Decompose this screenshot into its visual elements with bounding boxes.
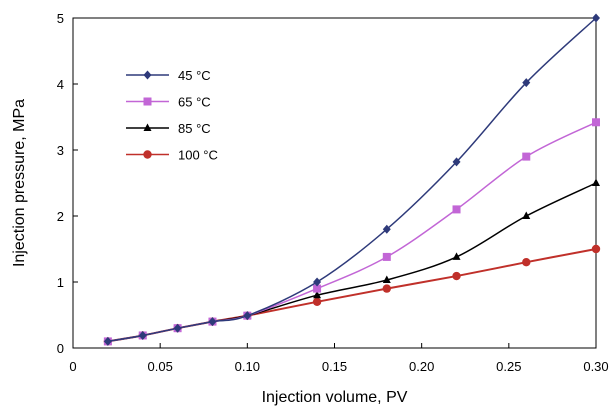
x-tick-label: 0.30 <box>583 359 608 374</box>
legend-marker <box>144 71 152 80</box>
legend-entry: 45 °C <box>126 68 211 83</box>
y-tick-label: 2 <box>57 209 64 224</box>
x-tick-label: 0.15 <box>322 359 347 374</box>
x-tick-label: 0.10 <box>235 359 260 374</box>
legend-marker <box>143 150 151 158</box>
legend-label: 85 °C <box>178 121 211 136</box>
x-tick-label: 0.20 <box>409 359 434 374</box>
y-tick-label: 3 <box>57 143 64 158</box>
y-tick-label: 4 <box>57 77 64 92</box>
series-layer <box>104 14 601 346</box>
data-point <box>452 272 460 280</box>
y-axis-title: Injection pressure, MPa <box>11 99 28 267</box>
legend-label: 100 °C <box>178 148 218 163</box>
legend-label: 65 °C <box>178 95 211 110</box>
x-tick-label: 0.05 <box>148 359 173 374</box>
y-tick-label: 0 <box>57 341 64 356</box>
legend-entry: 65 °C <box>126 95 211 110</box>
legend-marker <box>144 98 152 106</box>
legend-entry: 100 °C <box>126 148 218 163</box>
legend: 45 °C 65 °C 85 °C 100 °C <box>126 68 218 163</box>
y-tick-label: 5 <box>57 11 64 26</box>
data-point <box>592 245 600 253</box>
data-point <box>453 205 461 213</box>
data-point <box>592 179 600 187</box>
legend-entry: 85 °C <box>126 121 211 136</box>
data-point <box>383 284 391 292</box>
data-point <box>592 118 600 126</box>
ticks: 0 0.05 0.10 0.15 0.20 0.25 0.30 0 1 2 3 4 5 <box>57 11 609 374</box>
x-tick-label: 0.25 <box>496 359 521 374</box>
series-line <box>108 18 596 341</box>
data-point <box>522 258 530 266</box>
data-point <box>383 253 391 261</box>
data-point <box>522 153 530 161</box>
x-axis-title: Injection volume, PV <box>262 389 408 406</box>
data-point <box>313 298 321 306</box>
legend-label: 45 °C <box>178 68 211 83</box>
x-tick-label: 0 <box>69 359 76 374</box>
y-tick-label: 1 <box>57 275 64 290</box>
